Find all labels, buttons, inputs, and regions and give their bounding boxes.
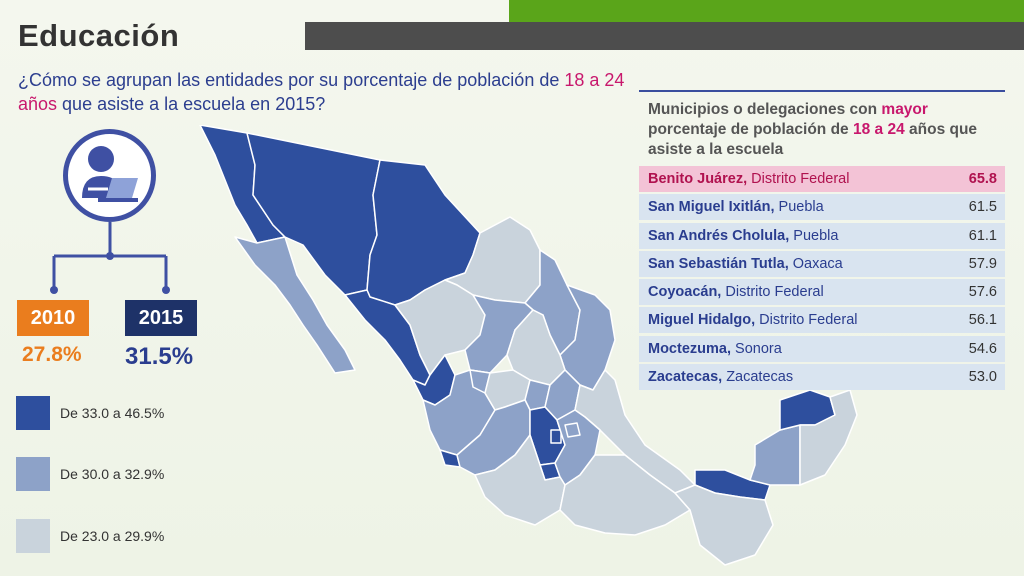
year-2015-badge: 2015 xyxy=(125,300,197,336)
table-row: San Andrés Cholula, Puebla 61.1 xyxy=(639,222,1005,249)
state-quintana-roo xyxy=(799,389,858,486)
state-cdmx xyxy=(550,429,562,444)
table-heading: Municipios o delegaciones con mayor porc… xyxy=(648,101,978,158)
header-accent-bar xyxy=(509,0,1024,22)
state-baja-california-sur xyxy=(234,236,356,374)
year-2010-badge: 2010 xyxy=(17,300,89,336)
state-guerrero xyxy=(474,434,566,526)
table-row: Miguel Hidalgo, Distrito Federal 56.1 xyxy=(639,307,1005,334)
state-tlaxcala xyxy=(564,422,581,438)
value-2010: 27.8% xyxy=(22,343,82,366)
page-title: Educación xyxy=(18,18,180,53)
state-campeche xyxy=(749,424,801,486)
state-chiapas xyxy=(674,484,774,566)
legend-item-high: De 33.0 a 46.5% xyxy=(16,396,164,430)
question-highlight: 18 a 24 años xyxy=(18,70,625,114)
legend-swatch-high xyxy=(16,396,50,430)
legend-item-low: De 23.0 a 29.9% xyxy=(16,519,164,553)
page-question: ¿Cómo se agrupan las entidades por su po… xyxy=(18,68,638,116)
legend-label-high: De 33.0 a 46.5% xyxy=(60,405,165,421)
table-top-rule xyxy=(639,90,1005,92)
year-connector xyxy=(50,222,170,294)
top-municipalities-table: Municipios o delegaciones con mayor porc… xyxy=(639,90,1005,392)
value-2015: 31.5% xyxy=(125,343,194,370)
table-row: Moctezuma, Sonora 54.6 xyxy=(639,335,1005,362)
table-row: Benito Juárez, Distrito Federal 65.8 xyxy=(639,166,1005,192)
state-zacatecas xyxy=(464,294,534,374)
legend-item-mid: De 30.0 a 32.9% xyxy=(16,457,164,491)
question-text: ¿Cómo se agrupan las entidades por su po… xyxy=(18,70,565,90)
legend-label-mid: De 30.0 a 32.9% xyxy=(60,466,165,482)
table-row: San Miguel Ixitlán, Puebla 61.5 xyxy=(639,194,1005,221)
header-dark-bar xyxy=(305,22,1024,50)
legend-swatch-mid xyxy=(16,457,50,491)
legend-swatch-low xyxy=(16,519,50,553)
mexico-map xyxy=(199,125,858,566)
table-row: San Sebastián Tutla, Oaxaca 57.9 xyxy=(639,250,1005,277)
legend-label-low: De 23.0 a 29.9% xyxy=(60,528,165,544)
table-row: Coyoacán, Distrito Federal 57.6 xyxy=(639,279,1005,306)
question-text-end: que asiste a la escuela en 2015? xyxy=(57,94,326,114)
person-at-laptop-icon xyxy=(63,129,156,222)
table-row: Zacatecas, Zacatecas 53.0 xyxy=(639,364,1005,391)
